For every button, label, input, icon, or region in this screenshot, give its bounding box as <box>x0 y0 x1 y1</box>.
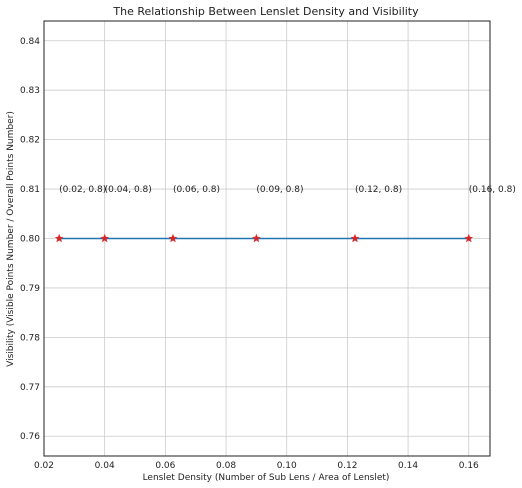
x-axis-label: Lenslet Density (Number of Sub Lens / Ar… <box>143 473 390 483</box>
x-tick-label: 0.10 <box>277 461 297 471</box>
y-tick-label: 0.79 <box>20 284 40 294</box>
x-tick-label: 0.16 <box>459 461 479 471</box>
point-annotation: (0.02, 0.8) <box>59 185 106 195</box>
y-tick-label: 0.78 <box>20 333 40 343</box>
y-tick-label: 0.84 <box>20 37 40 47</box>
x-tick-label: 0.02 <box>34 461 54 471</box>
star-marker <box>168 233 178 243</box>
star-marker <box>464 233 474 243</box>
star-marker <box>54 233 64 243</box>
y-tick-label: 0.80 <box>20 235 40 245</box>
series-layer <box>54 233 474 243</box>
x-tick-label: 0.04 <box>95 461 115 471</box>
y-tick-label: 0.82 <box>20 136 40 146</box>
point-annotation: (0.09, 0.8) <box>256 185 303 195</box>
star-marker <box>350 233 360 243</box>
y-tick-labels: 0.76 0.77 0.78 0.79 0.80 0.81 0.82 0.83 0.84 <box>20 37 40 442</box>
y-tick-label: 0.83 <box>20 86 40 96</box>
y-axis-label: Visibility (Visible Points Number / Over… <box>6 111 16 367</box>
annotation-layer: (0.02, 0.8)(0.04, 0.8) (0.06, 0.8) (0.09, … <box>59 185 516 195</box>
chart-title: The Relationship Between Lenslet Density… <box>112 5 419 18</box>
y-tick-label: 0.77 <box>20 383 40 393</box>
plot-frame <box>43 20 491 457</box>
point-annotation: (0.06, 0.8) <box>173 185 220 195</box>
point-annotation: (0.12, 0.8) <box>355 185 402 195</box>
x-tick-label: 0.12 <box>337 461 357 471</box>
x-tick-label: 0.14 <box>398 461 418 471</box>
point-annotation: (0.04, 0.8) <box>105 185 152 195</box>
y-tick-label: 0.76 <box>20 432 40 442</box>
y-tick-label: 0.81 <box>20 185 40 195</box>
star-marker <box>100 233 110 243</box>
x-tick-label: 0.06 <box>155 461 175 471</box>
x-tick-labels: 0.02 0.04 0.06 0.08 0.10 0.12 0.14 0.16 <box>34 461 479 471</box>
point-annotation: (0.16, 0.8) <box>469 185 516 195</box>
x-tick-label: 0.08 <box>216 461 236 471</box>
star-marker <box>251 233 261 243</box>
